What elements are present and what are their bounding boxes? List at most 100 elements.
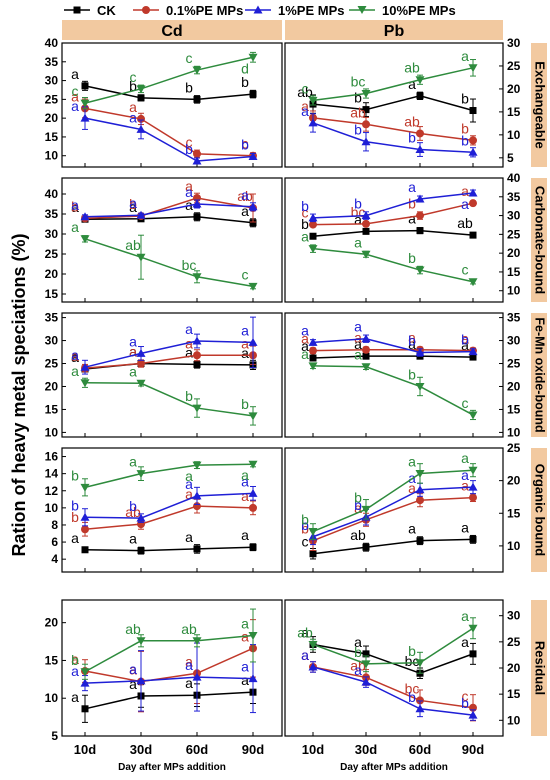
line-cd-residual-1pctpe-mps: [84, 676, 254, 684]
line-pb-fe-mn-oxide-bound-10pctpe-mps: [312, 365, 474, 416]
point-pb-residual-1pctpe-mps-1: [361, 677, 371, 686]
point-pb-carbonate-bound-ck-2: [416, 227, 424, 235]
sig-letter-pb-fe-mn-oxide-bound-10pctpe-mps-3: c: [462, 395, 469, 411]
line-pb-exchangeable-ck: [312, 95, 474, 112]
point-pb-fe-mn-oxide-bound-10pctpe-mps-2: [415, 382, 425, 391]
point-cd-residual-10pctpe-mps-2: [192, 637, 202, 646]
sig-letter-cd-fe-mn-oxide-bound-ck-2: a: [185, 344, 193, 360]
line-cd-carbonate-bound-10pctpe-mps: [84, 238, 254, 288]
sig-letter-cd-residual-0-1pctpe-mps-2: a: [185, 653, 193, 669]
point-pb-organic-bound-ck-3: [469, 535, 477, 543]
point-pb-exchangeable-ck-1: [362, 106, 370, 114]
sig-letter-cd-fe-mn-oxide-bound-1pctpe-mps-3: a: [241, 322, 249, 338]
series-pb-fe-mn-oxide-bound-10pctpe-mps: a a b c: [301, 346, 478, 421]
point-pb-residual-ck-1: [362, 650, 370, 658]
y-tick-label-cd-carbonate-bound-15: 15: [45, 287, 59, 301]
series-pb-fe-mn-oxide-bound-1pctpe-mps: a ab b: [301, 319, 478, 357]
y-tick-label-cd-carbonate-bound-25: 25: [45, 247, 59, 261]
point-cd-fe-mn-oxide-bound-10pctpe-mps-3: [248, 412, 258, 421]
point-cd-exchangeable-1pctpe-mps-3: [248, 151, 258, 160]
sig-letter-pb-residual-0-1pctpe-mps-2: bc: [405, 680, 420, 696]
panel-frame-cd-exchangeable: [61, 42, 283, 168]
sig-letter-pb-fe-mn-oxide-bound-ck-1: a: [354, 336, 362, 352]
point-cd-fe-mn-oxide-bound-10pctpe-mps-0: [80, 379, 90, 388]
y-tick-label-pb-carbonate-bound-30: 30: [507, 209, 521, 223]
sig-letter-pb-fe-mn-oxide-bound-10pctpe-mps-2: b: [408, 366, 416, 382]
y-tick-label-cd-fe-mn-oxide-bound-35: 35: [45, 311, 59, 325]
y-tick-label-pb-organic-bound-20: 20: [507, 474, 521, 488]
sig-letter-pb-exchangeable-1pctpe-mps-1: b: [354, 122, 362, 138]
y-tick-label-pb-fe-mn-oxide-bound-20: 20: [507, 379, 521, 393]
sig-letter-cd-fe-mn-oxide-bound-ck-1: a: [129, 344, 137, 360]
sig-letter-cd-residual-0-1pctpe-mps-1: a: [129, 662, 137, 678]
sig-letter-pb-residual-1pctpe-mps-1: a: [354, 662, 362, 678]
sig-letter-pb-organic-bound-ck-1: ab: [350, 527, 366, 543]
line-pb-exchangeable-10pctpe-mps: [312, 67, 474, 102]
point-pb-carbonate-bound-ck-0: [309, 232, 317, 240]
point-pb-carbonate-bound-0-1pctpe-mps-3: [469, 199, 477, 208]
sig-letter-cd-carbonate-bound-10pctpe-mps-0: a: [71, 219, 79, 235]
point-cd-organic-bound-1pctpe-mps-1: [136, 513, 146, 522]
point-cd-exchangeable-ck-2: [193, 95, 201, 103]
point-cd-exchangeable-10pctpe-mps-1: [136, 85, 146, 94]
y-tick-label-cd-organic-bound-10: 10: [45, 501, 59, 515]
point-pb-organic-bound-10pctpe-mps-0: [308, 528, 318, 537]
sig-letter-cd-carbonate-bound-10pctpe-mps-3: c: [242, 266, 249, 282]
sig-letter-pb-organic-bound-1pctpe-mps-2: a: [408, 470, 416, 486]
y-tick-label-cd-exchangeable-15: 15: [45, 130, 59, 144]
x-tick-cd-30d: 30d: [130, 742, 152, 757]
line-pb-fe-mn-oxide-bound-0-1pctpe-mps: [312, 348, 474, 352]
line-cd-organic-bound-0-1pctpe-mps: [84, 505, 254, 530]
point-pb-exchangeable-ck-3: [469, 107, 477, 115]
sig-letter-pb-fe-mn-oxide-bound-0-1pctpe-mps-1: a: [354, 330, 362, 346]
sig-letter-cd-residual-ck-1: a: [129, 676, 137, 692]
sig-letter-pb-organic-bound-10pctpe-mps-2: a: [408, 453, 416, 469]
y-tick-label-cd-exchangeable-30: 30: [45, 74, 59, 88]
row-header-bg-organic: [531, 448, 547, 572]
y-tick-label-pb-exchangeable-25: 25: [507, 59, 521, 73]
point-pb-carbonate-bound-10pctpe-mps-3: [468, 278, 478, 287]
sig-letter-cd-exchangeable-ck-2: b: [185, 79, 193, 95]
point-pb-residual-0-1pctpe-mps-2: [416, 696, 424, 705]
point-cd-exchangeable-1pctpe-mps-1: [136, 124, 146, 133]
point-pb-residual-10pctpe-mps-1: [361, 660, 371, 669]
point-cd-fe-mn-oxide-bound-10pctpe-mps-2: [192, 404, 202, 413]
point-pb-carbonate-bound-10pctpe-mps-1: [361, 250, 371, 259]
sig-letter-pb-carbonate-bound-ck-2: a: [408, 211, 416, 227]
sig-letter-cd-exchangeable-0-1pctpe-mps-2: c: [186, 134, 193, 150]
sig-letter-cd-organic-bound-ck-3: a: [241, 527, 249, 543]
y-tick-label-cd-organic-bound-16: 16: [45, 450, 59, 464]
point-pb-carbonate-bound-0-1pctpe-mps-0: [309, 220, 317, 229]
point-cd-exchangeable-10pctpe-mps-3: [248, 53, 258, 62]
y-tick-label-pb-fe-mn-oxide-bound-10: 10: [507, 425, 521, 439]
point-cd-fe-mn-oxide-bound-10pctpe-mps-1: [136, 379, 146, 388]
point-pb-exchangeable-ck-2: [416, 92, 424, 100]
series-cd-organic-bound-1pctpe-mps: b ba a: [71, 473, 258, 527]
point-cd-carbonate-bound-10pctpe-mps-2: [192, 273, 202, 282]
y-tick-label-pb-carbonate-bound-35: 35: [507, 190, 521, 204]
sig-letter-cd-carbonate-bound-1pctpe-mps-2: a: [185, 184, 193, 200]
series-cd-fe-mn-oxide-bound-10pctpe-mps: a a b b: [71, 363, 258, 426]
point-cd-exchangeable-10pctpe-mps-2: [192, 66, 202, 75]
point-cd-exchangeable-0-1pctpe-mps-2: [193, 149, 201, 158]
legend-item-1pe: 1%PE MPs: [245, 3, 344, 18]
legend-item-10pe: 10%PE MPs: [349, 3, 456, 18]
point-pb-residual-1pctpe-mps-0: [308, 662, 318, 671]
sig-letter-pb-exchangeable-1pctpe-mps-2: b: [408, 130, 416, 146]
sig-letter-cd-exchangeable-10pctpe-mps-3: d: [241, 60, 249, 76]
sig-letter-pb-fe-mn-oxide-bound-0-1pctpe-mps-2: a: [408, 330, 416, 346]
point-pb-exchangeable-0-1pctpe-mps-2: [416, 129, 424, 138]
line-pb-residual-1pctpe-mps: [312, 666, 474, 716]
y-tick-label-pb-organic-bound-10: 10: [507, 539, 521, 553]
sig-letter-pb-organic-bound-1pctpe-mps-0: b: [301, 517, 309, 533]
line-cd-exchangeable-ck: [84, 85, 254, 101]
point-cd-carbonate-bound-1pctpe-mps-1: [136, 210, 146, 219]
sig-letter-pb-residual-ck-2: bc: [405, 653, 420, 669]
sig-letter-pb-carbonate-bound-ck-3: ab: [457, 215, 473, 231]
panel-frame-pb-fe-mn-oxide-bound: [284, 312, 504, 438]
point-cd-residual-1pctpe-mps-0: [80, 678, 90, 687]
